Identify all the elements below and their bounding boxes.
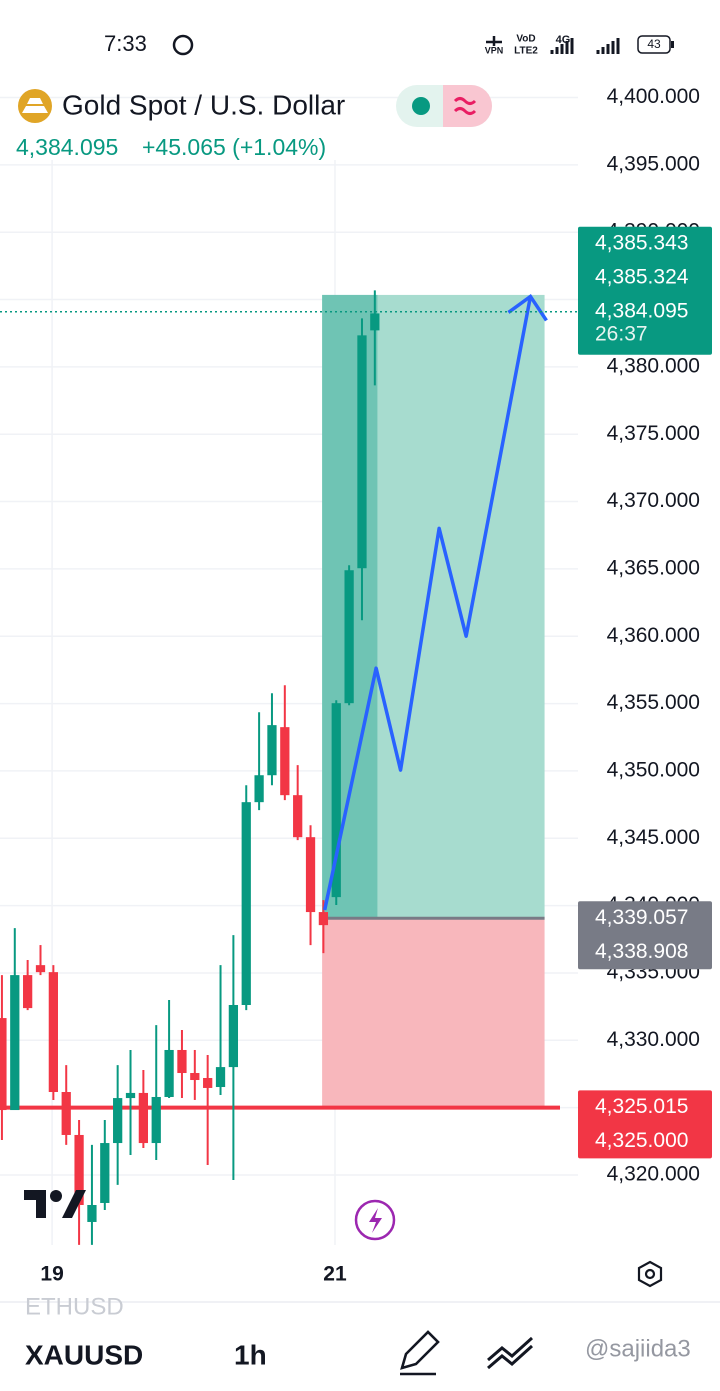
settings-button[interactable] xyxy=(637,1260,663,1288)
y-tick-label: 4,350.000 xyxy=(607,758,700,781)
draw-button[interactable] xyxy=(400,1330,440,1376)
price-tag xyxy=(578,901,712,970)
candle-body xyxy=(61,1092,71,1135)
vpn-icon xyxy=(486,36,502,46)
price-tag xyxy=(578,1090,712,1159)
candle-body xyxy=(138,1092,149,1144)
candle-body xyxy=(100,1143,110,1203)
overlay-layer xyxy=(0,293,578,911)
threads-icon xyxy=(172,34,194,56)
price-change: +45.065 (+1.04%) xyxy=(142,134,326,160)
candle-body xyxy=(344,570,354,704)
candle-body xyxy=(254,775,264,803)
price-tag-label: 4,339.057 xyxy=(595,906,688,929)
previous-symbol[interactable]: ETHUSD xyxy=(25,1293,124,1320)
price-tag xyxy=(578,226,712,355)
settings-dot xyxy=(644,1268,656,1280)
candle-body xyxy=(357,335,367,569)
last-price: 4,384.095 xyxy=(16,134,118,160)
candle-body xyxy=(10,975,20,1111)
watermark: @sajiida3 xyxy=(585,1335,691,1362)
candle-body xyxy=(318,912,329,926)
y-tick-label: 4,400.000 xyxy=(607,85,700,108)
candle-body xyxy=(87,1204,97,1222)
candle-body xyxy=(164,1049,174,1097)
projection-line xyxy=(322,296,533,911)
delayed-icon xyxy=(453,97,477,115)
candle-layer xyxy=(0,290,380,1245)
price-tag-label: 4,385.343 xyxy=(595,231,688,254)
candle-body xyxy=(125,1092,136,1099)
symbol-button[interactable]: XAUUSD xyxy=(25,1339,143,1370)
market-open-dot xyxy=(412,97,430,115)
y-tick-label: 4,360.000 xyxy=(607,624,700,647)
symbol-title: Gold Spot / U.S. Dollar xyxy=(62,89,345,120)
y-tick-label: 4,375.000 xyxy=(607,422,700,445)
candle-body xyxy=(0,1018,7,1111)
price-tag-label: 4,385.324 xyxy=(595,265,689,288)
bottom-toolbar: ETHUSD XAUUSD 1h @sajiida3 xyxy=(0,1293,720,1391)
price-tag-label: 4,325.000 xyxy=(595,1129,688,1152)
candle-body xyxy=(74,1134,84,1205)
axis-layer: 4,400.0004,395.0004,390.0004,385.0004,38… xyxy=(40,85,700,1285)
y-tick-label: 4,320.000 xyxy=(607,1163,700,1186)
price-tag-label: 4,325.015 xyxy=(595,1095,688,1118)
loss-zone xyxy=(322,918,545,1108)
x-tick-label: 21 xyxy=(323,1263,347,1286)
candle-body xyxy=(267,725,277,776)
candle-body xyxy=(215,1067,226,1088)
bar-countdown: 26:37 xyxy=(595,322,648,345)
tradingview-logo xyxy=(24,1190,46,1218)
position-layer xyxy=(0,294,560,1110)
y-tick-label: 4,330.000 xyxy=(607,1028,700,1051)
vpn-label: VPN xyxy=(485,45,504,55)
candle-body xyxy=(293,795,303,838)
battery-level: 43 xyxy=(647,37,661,51)
tradingview-logo-slash xyxy=(62,1190,86,1218)
candle-body xyxy=(241,802,251,1005)
candle-body xyxy=(35,965,46,973)
y-tick-label: 4,370.000 xyxy=(607,489,700,512)
candle-body xyxy=(177,1049,187,1074)
candle-body xyxy=(370,313,380,331)
battery-tip xyxy=(671,41,674,48)
candle-body xyxy=(113,1098,123,1144)
candle-body xyxy=(280,727,290,796)
battery xyxy=(637,35,671,54)
replay-button[interactable] xyxy=(354,1199,396,1241)
price-tag-label: 4,338.908 xyxy=(595,940,688,963)
symbol-header: Gold Spot / U.S. Dollar 4,384.095 +45.06… xyxy=(16,85,492,160)
signal-icon xyxy=(550,38,574,54)
interval-button[interactable]: 1h xyxy=(234,1339,267,1370)
status-bar: 7:33 VPN VoD LTE2 4G 43 xyxy=(104,31,674,57)
tradingview-logo-dot xyxy=(50,1190,62,1202)
candle-body xyxy=(305,837,316,913)
x-tick-label: 19 xyxy=(40,1263,63,1286)
y-tick-label: 4,345.000 xyxy=(607,826,700,849)
candle-body xyxy=(203,1077,213,1088)
y-tick-label: 4,395.000 xyxy=(607,152,700,175)
trendline-button[interactable] xyxy=(487,1336,534,1370)
clock: 7:33 xyxy=(104,31,147,56)
y-tick-label: 4,380.000 xyxy=(607,354,700,377)
vod-label: VoD xyxy=(516,34,535,45)
candle-body xyxy=(228,1004,239,1068)
status-pill-right xyxy=(443,85,492,127)
lte-label: LTE2 xyxy=(514,46,538,57)
price-tag-label: 4,384.095 xyxy=(595,299,688,322)
y-tick-label: 4,355.000 xyxy=(607,691,700,714)
chart-footer xyxy=(0,1190,720,1303)
candle-body xyxy=(190,1073,200,1081)
candle-body xyxy=(48,972,58,1093)
signal-icon xyxy=(596,38,620,54)
y-tick-label: 4,365.000 xyxy=(607,556,700,579)
candle-body xyxy=(23,975,33,1009)
candle-body xyxy=(151,1096,161,1144)
toolbar-bg xyxy=(0,1320,720,1391)
gold-bars xyxy=(22,98,48,113)
lightning-icon xyxy=(369,1208,382,1233)
candle-body xyxy=(331,703,341,898)
